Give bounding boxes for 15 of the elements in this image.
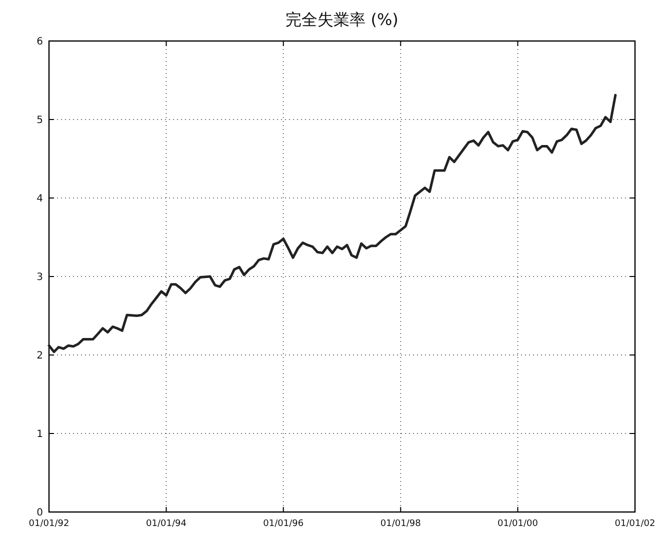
y-tick-label: 4 <box>36 194 43 204</box>
y-tick-label: 5 <box>36 115 43 126</box>
y-tick-label: 6 <box>36 36 43 48</box>
y-tick-label: 0 <box>36 508 43 518</box>
x-tick-label: 01/01/92 <box>28 519 70 529</box>
y-tick-label: 2 <box>36 350 43 362</box>
line-series <box>48 94 617 354</box>
x-tick-label: 01/01/98 <box>380 519 422 529</box>
x-tick-label: 01/01/96 <box>263 519 304 529</box>
y-tick-label: 3 <box>36 272 43 283</box>
x-tick-label: 01/01/02 <box>614 519 656 529</box>
x-tick-label: 01/01/00 <box>498 519 538 529</box>
x-tick-label: 01/01/94 <box>146 519 187 529</box>
chart-title: 完全失業率 (%) <box>286 10 398 29</box>
y-tick-label: 1 <box>36 429 43 440</box>
